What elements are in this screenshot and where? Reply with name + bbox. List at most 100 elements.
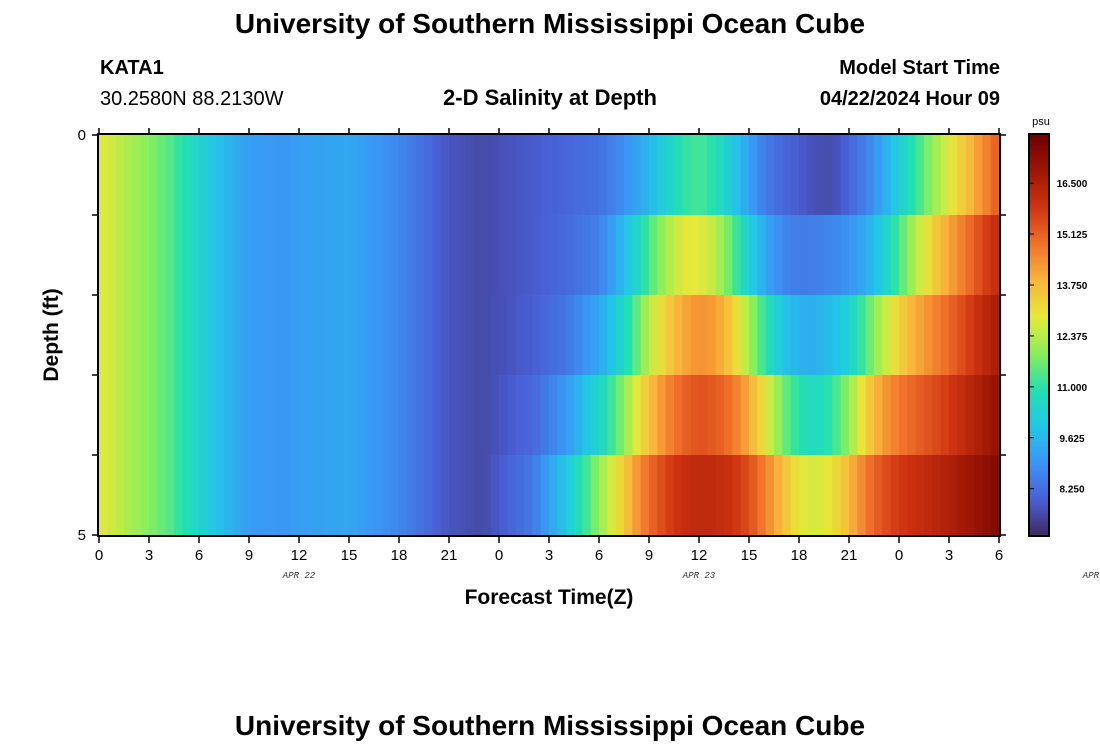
heatmap-cell [499,135,508,216]
heatmap-cell [915,215,925,296]
heatmap-cell [732,135,742,216]
colorbar-tick-label: 9.625 [1059,434,1084,445]
heatmap-cell [99,215,108,296]
heatmap-cell [540,215,550,296]
heatmap-cell [499,375,508,456]
x-tick-label: 12 [691,547,708,564]
heatmap-cell [565,135,575,216]
heatmap-cell [949,135,958,216]
colorbar-tick-label: 16.500 [1057,179,1088,190]
heatmap-cell [674,375,683,456]
heatmap-cell [840,375,850,456]
heatmap-cell [440,295,450,376]
heatmap-cell [907,295,917,376]
heatmap-cell [682,455,692,536]
heatmap-cell [707,375,717,456]
heatmap-cell [432,215,442,296]
heatmap-cell [282,295,292,376]
heatmap-cell [899,135,908,216]
heatmap-cell [890,455,900,536]
heatmap-cell [790,135,800,216]
heatmap-cell [732,375,742,456]
heatmap-cell [415,215,425,296]
heatmap-cell [265,375,275,456]
heatmap-cell [832,375,842,456]
heatmap-cell [549,375,558,456]
heatmap-cell [199,455,208,536]
heatmap-cell [565,455,575,536]
heatmap-cell [240,295,250,376]
heatmap-cell [582,295,592,376]
heatmap-cell [682,375,692,456]
heatmap-cell [932,455,942,536]
heatmap-cell [407,135,417,216]
heatmap-cell [157,135,167,216]
heatmap-cell [982,215,992,296]
heatmap-cell [599,215,608,296]
heatmap-cell [882,135,892,216]
heatmap-cell [965,135,975,216]
heatmap-cell [207,215,217,296]
heatmap-cell [832,295,842,376]
x-tick-label: 21 [441,547,458,564]
heatmap-cell [690,215,700,296]
heatmap-cell [499,295,508,376]
heatmap-cell [757,215,767,296]
heatmap-cell [449,215,458,296]
heatmap-cell [957,215,967,296]
heatmap-cell [257,375,267,456]
heatmap-cell [957,295,967,376]
heatmap-cell [615,455,625,536]
heatmap-cell [649,295,658,376]
station-id: KATA1 [100,57,164,79]
heatmap-cell [540,375,550,456]
heatmap-cell [482,455,492,536]
heatmap-cell [490,135,500,216]
heatmap-cell [307,135,317,216]
heatmap-cell [207,135,217,216]
heatmap-cell [540,295,550,376]
heatmap-cell [274,375,283,456]
heatmap-cell [415,455,425,536]
heatmap-cell [149,215,158,296]
heatmap-cell [307,375,317,456]
heatmap-cell [532,295,542,376]
heatmap-cell [149,375,158,456]
heatmap-cell [815,455,825,536]
heatmap-cell [482,215,492,296]
heatmap-cell [690,295,700,376]
heatmap-cell [840,295,850,376]
heatmap-cell [482,295,492,376]
heatmap-cell [174,455,183,536]
heatmap-cell [474,295,483,376]
x-tick-label: 3 [545,547,553,564]
heatmap-cell [924,375,933,456]
heatmap-cell [832,135,842,216]
heatmap-cell [649,135,658,216]
heatmap-cell [932,375,942,456]
heatmap-cell [382,455,392,536]
heatmap-cell [324,455,333,536]
colorbar-tick-label: 11.000 [1057,383,1087,394]
heatmap-cell [432,375,442,456]
heatmap-cell [799,375,808,456]
heatmap-cell [949,295,958,376]
heatmap-cell [849,135,858,216]
heatmap-cell [399,295,408,376]
heatmap-cell [557,135,567,216]
heatmap-cell [582,215,592,296]
heatmap-cell [940,455,950,536]
heatmap-cell [965,375,975,456]
heatmap-cell [907,215,917,296]
heatmap-cell [715,295,725,376]
heatmap-cell [957,455,967,536]
heatmap-cell [590,455,600,536]
heatmap-cell [424,455,433,536]
heatmap-cell [790,455,800,536]
heatmap-cell [324,215,333,296]
heatmap-cell [124,215,133,296]
heatmap-cell [357,135,367,216]
x-tick-label: 6 [595,547,603,564]
heatmap-cell [582,455,592,536]
heatmap-cell [615,295,625,376]
